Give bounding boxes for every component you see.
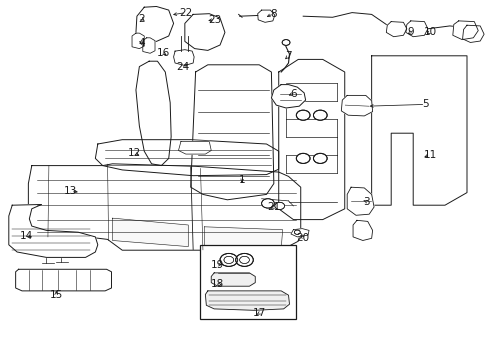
Polygon shape xyxy=(112,218,188,247)
Polygon shape xyxy=(346,187,373,215)
Polygon shape xyxy=(371,56,466,205)
Circle shape xyxy=(239,256,249,264)
Polygon shape xyxy=(386,22,406,37)
Text: 23: 23 xyxy=(208,15,222,25)
Text: 5: 5 xyxy=(421,99,428,109)
Text: 9: 9 xyxy=(407,27,413,37)
Circle shape xyxy=(274,202,284,210)
Text: 2: 2 xyxy=(138,14,145,24)
Polygon shape xyxy=(142,38,155,53)
Text: 12: 12 xyxy=(127,148,141,158)
Polygon shape xyxy=(271,85,305,108)
Circle shape xyxy=(282,40,289,45)
Polygon shape xyxy=(95,140,278,176)
Polygon shape xyxy=(352,220,372,240)
Text: 17: 17 xyxy=(252,308,265,318)
Circle shape xyxy=(294,230,300,234)
Text: 1: 1 xyxy=(238,175,245,185)
Text: 11: 11 xyxy=(423,150,436,160)
Polygon shape xyxy=(278,59,344,220)
Polygon shape xyxy=(136,61,171,166)
Text: 15: 15 xyxy=(49,290,63,300)
Polygon shape xyxy=(132,33,144,49)
Text: 6: 6 xyxy=(289,89,296,99)
Polygon shape xyxy=(184,14,224,50)
Polygon shape xyxy=(405,21,427,37)
Polygon shape xyxy=(257,10,274,22)
Text: 18: 18 xyxy=(210,279,224,289)
Text: 8: 8 xyxy=(270,9,277,19)
Bar xyxy=(200,245,295,319)
Polygon shape xyxy=(178,141,211,154)
Text: 16: 16 xyxy=(157,48,170,58)
Polygon shape xyxy=(452,21,477,40)
Polygon shape xyxy=(205,291,289,310)
Polygon shape xyxy=(16,269,111,291)
Circle shape xyxy=(261,199,274,208)
Polygon shape xyxy=(9,204,98,257)
Polygon shape xyxy=(211,273,255,286)
Text: 19: 19 xyxy=(210,260,224,270)
Circle shape xyxy=(224,256,233,264)
Polygon shape xyxy=(341,95,372,116)
Text: 20: 20 xyxy=(296,233,309,243)
Text: 7: 7 xyxy=(285,51,291,61)
Polygon shape xyxy=(136,6,173,41)
Text: 13: 13 xyxy=(64,186,78,196)
Circle shape xyxy=(220,253,237,266)
Circle shape xyxy=(235,253,253,266)
Circle shape xyxy=(296,153,309,163)
Circle shape xyxy=(313,110,326,120)
Text: 22: 22 xyxy=(179,8,192,18)
Text: 4: 4 xyxy=(138,38,145,48)
Text: 24: 24 xyxy=(176,62,190,72)
Circle shape xyxy=(296,110,309,120)
Text: 14: 14 xyxy=(20,231,34,241)
Polygon shape xyxy=(28,164,300,250)
Polygon shape xyxy=(204,227,282,249)
Polygon shape xyxy=(290,229,308,237)
Circle shape xyxy=(313,153,326,163)
Polygon shape xyxy=(462,25,483,42)
Polygon shape xyxy=(190,65,273,200)
Text: 3: 3 xyxy=(363,197,369,207)
Text: 10: 10 xyxy=(423,27,436,37)
Polygon shape xyxy=(173,50,194,66)
Text: 21: 21 xyxy=(266,202,280,212)
